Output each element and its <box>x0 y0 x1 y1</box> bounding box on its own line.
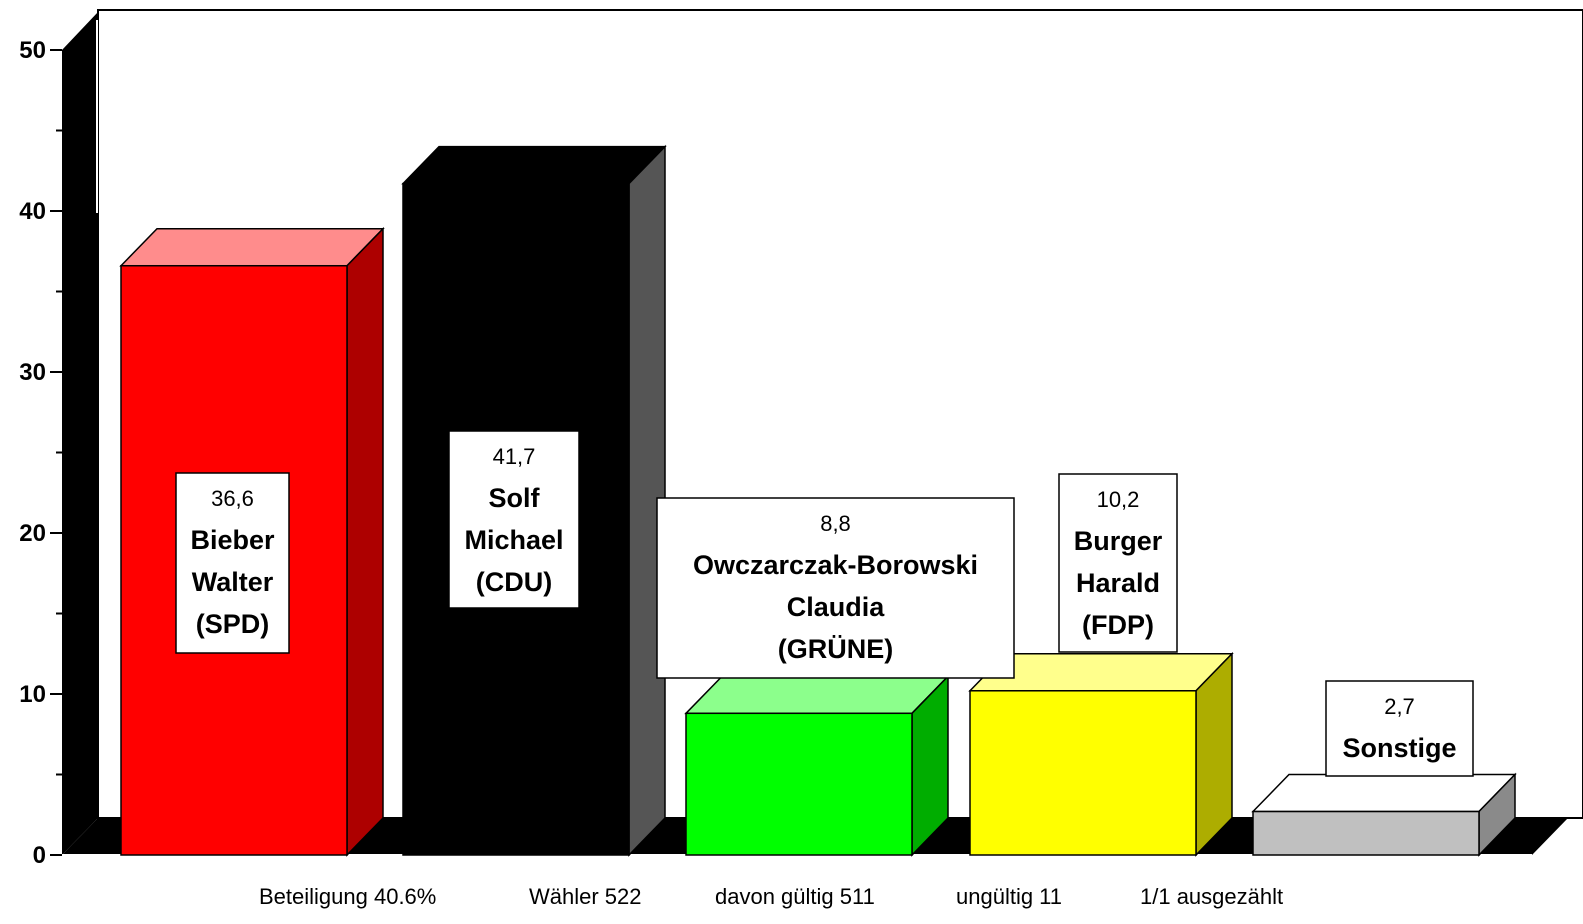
label-box <box>656 497 1015 679</box>
voters-text: Wähler 522 <box>529 884 642 909</box>
label-box <box>1058 473 1178 653</box>
bar-name-label: Bieber <box>190 525 275 555</box>
bar-top-face <box>684 675 950 715</box>
label-box <box>448 430 580 609</box>
bar-4 <box>968 651 1234 857</box>
bar-value-label: 8,8 <box>820 511 851 536</box>
bar-top-face <box>401 145 667 185</box>
bar-label-box-2: 41,7 Solf Michael (CDU) <box>448 430 580 609</box>
bar-3 <box>684 674 950 857</box>
bar-front-face <box>1252 810 1480 856</box>
y-tick-label: 10 <box>19 681 46 708</box>
bar-name-label: (SPD) <box>196 609 270 639</box>
bar-name-label: Harald <box>1076 568 1160 598</box>
bar-name-label: Michael <box>464 525 563 555</box>
y-tick-label: 30 <box>19 359 46 386</box>
turnout-text: Beteiligung 40.6% <box>259 884 437 909</box>
bar-label-box-4: 10,2 Burger Harald (FDP) <box>1058 473 1178 653</box>
bar-5 <box>1251 772 1517 857</box>
bar-label-box-3: 8,8 Owczarczak-Borowski Claudia (GRÜNE) <box>656 497 1015 679</box>
bar-name-label: Solf <box>489 483 541 513</box>
bar-name-label: Claudia <box>787 592 886 622</box>
bar-front-face <box>685 712 913 856</box>
bar-side-face <box>346 226 384 857</box>
election-summary: Beteiligung 40.6% Wähler 522 davon gülti… <box>0 884 1583 918</box>
bars <box>119 144 1517 857</box>
valid-votes-text: davon gültig 511 <box>715 884 875 909</box>
election-bar-chart: 0 10 20 30 40 50 36,6 Bieber Walter (SPD) 41,7 Sol… <box>19 9 1583 869</box>
y-tick-label: 50 <box>19 37 46 64</box>
bar-value-label: 10,2 <box>1097 487 1140 512</box>
bar-name-label: (CDU) <box>476 567 552 597</box>
bar-value-label: 41,7 <box>493 444 536 469</box>
counted-text: 1/1 ausgezählt <box>1140 884 1284 909</box>
bar-top-face <box>119 227 385 267</box>
y-tick-label: 40 <box>19 198 46 225</box>
bar-label-box-5: 2,7 Sonstige <box>1325 680 1474 777</box>
bar-name-label: Owczarczak-Borowski <box>693 550 978 580</box>
bar-labels: 36,6 Bieber Walter (SPD) 41,7 Solf Michael (CDU… <box>175 430 1474 777</box>
y-tick-label: 20 <box>19 520 46 547</box>
label-box <box>1325 680 1474 777</box>
invalid-votes-text: ungültig 11 <box>956 884 1063 909</box>
bar-top-face <box>1251 773 1517 813</box>
left-wall <box>62 12 98 855</box>
bar-name-label: (FDP) <box>1082 610 1154 640</box>
bar-name-label: Walter <box>192 567 274 597</box>
bar-value-label: 2,7 <box>1384 694 1415 719</box>
bar-name-label: Sonstige <box>1342 733 1456 763</box>
bar-label-box-1: 36,6 Bieber Walter (SPD) <box>175 472 290 654</box>
bar-front-face <box>969 690 1197 856</box>
bar-name-label: Burger <box>1074 526 1163 556</box>
bar-name-label: (GRÜNE) <box>778 634 894 664</box>
bar-value-label: 36,6 <box>211 486 254 511</box>
y-tick-label: 0 <box>33 842 46 869</box>
label-box <box>175 472 290 654</box>
